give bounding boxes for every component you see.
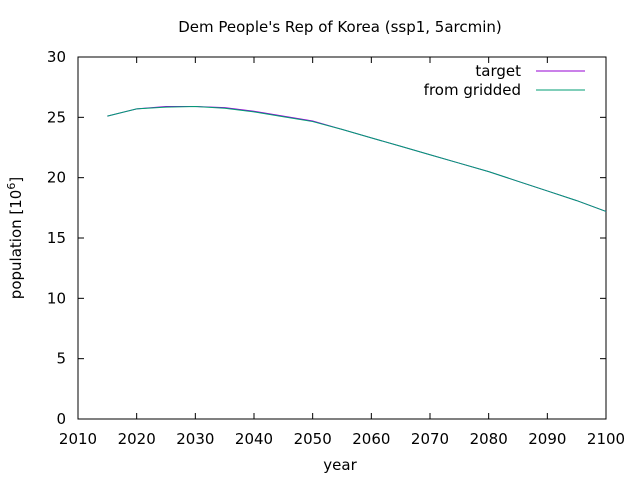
y-axis-label-exponent: 6 [5, 183, 18, 190]
y-tick-label: 10 [47, 289, 66, 307]
x-tick-label: 2050 [294, 430, 332, 448]
x-tick-label: 2080 [470, 430, 508, 448]
x-tick-label: 2030 [176, 430, 214, 448]
y-tick-label: 15 [47, 229, 66, 247]
x-tick-label: 2020 [118, 430, 156, 448]
chart-title: Dem People's Rep of Korea (ssp1, 5arcmin… [178, 18, 502, 36]
y-tick-label: 5 [56, 350, 66, 368]
y-tick-label: 0 [56, 410, 66, 428]
x-tick-label: 2040 [235, 430, 273, 448]
y-axis-label-prefix: population [10 [7, 190, 25, 300]
x-tick-label: 2070 [411, 430, 449, 448]
series-line-from-gridded [107, 105, 607, 212]
x-tick-label: 2090 [528, 430, 566, 448]
legend-label-from-gridded: from gridded [424, 81, 521, 99]
series-lines [107, 105, 607, 212]
series-line-target [107, 105, 607, 212]
y-axis: 0 5 10 15 20 25 30 [47, 48, 606, 428]
y-tick-label: 20 [47, 169, 66, 187]
x-tick-label: 2100 [587, 430, 625, 448]
x-axis-label: year [323, 456, 357, 474]
legend-label-target: target [475, 62, 521, 80]
y-tick-label: 30 [47, 48, 66, 66]
x-axis: 2010 2020 2030 2040 2050 2060 2070 2080 2090 2100 [59, 57, 625, 448]
y-axis-label: population [106] [5, 177, 25, 299]
plot-frame [77, 56, 607, 420]
plot-border [77, 56, 607, 420]
y-axis-label-suffix: ] [7, 177, 25, 183]
x-tick-label: 2060 [352, 430, 390, 448]
x-tick-label: 2010 [59, 430, 97, 448]
y-tick-label: 25 [47, 108, 66, 126]
